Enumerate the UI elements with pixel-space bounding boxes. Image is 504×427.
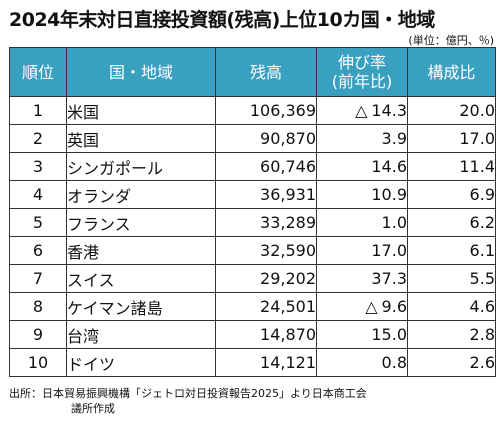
table-row: 7 スイス 29,202 37.3 5.5 xyxy=(9,264,496,293)
table-row: 3 シンガポール 60,746 14.6 11.4 xyxy=(9,152,496,181)
header-rank: 順位 xyxy=(9,47,67,97)
table-row: 6 香港 32,590 17.0 6.1 xyxy=(9,236,496,265)
growth-value: 10.9 xyxy=(371,185,407,204)
source-line1: 出所：日本貿易振興機構「ジェトロ対日投資報告2025」より日本商工会 xyxy=(9,387,367,400)
table-row: 1 米国 106,369 △ 14.3 20.0 xyxy=(9,96,496,125)
unit-note: (単位：億円、％) xyxy=(408,34,494,47)
growth-value: 17.0 xyxy=(371,241,407,260)
rank-cell: 5 xyxy=(9,208,67,237)
growth-cell: 10.9 xyxy=(316,180,408,209)
rank-cell: 10 xyxy=(9,348,67,377)
growth-value: 14.6 xyxy=(371,157,407,176)
growth-value: 3.9 xyxy=(381,129,407,148)
growth-cell: 3.9 xyxy=(316,124,408,153)
balance-cell: 14,870 xyxy=(215,320,317,349)
rank-cell: 9 xyxy=(9,320,67,349)
growth-cell: 37.3 xyxy=(316,264,408,293)
source-note: 出所：日本貿易振興機構「ジェトロ対日投資報告2025」より日本商工会 議所作成 xyxy=(9,386,495,416)
rank-cell: 8 xyxy=(9,292,67,321)
growth-cell: 1.0 xyxy=(316,208,408,237)
country-cell: オランダ xyxy=(66,180,216,209)
country-cell: 米国 xyxy=(66,96,216,125)
growth-value: 15.0 xyxy=(371,325,407,344)
balance-cell: 29,202 xyxy=(215,264,317,293)
growth-value: 14.3 xyxy=(371,101,407,120)
balance-cell: 33,289 xyxy=(215,208,317,237)
negative-sign: △ xyxy=(365,297,378,316)
share-cell: 11.4 xyxy=(407,152,496,181)
growth-cell: △ 9.6 xyxy=(316,292,408,321)
share-cell: 2.8 xyxy=(407,320,496,349)
country-cell: フランス xyxy=(66,208,216,237)
header-country: 国・地域 xyxy=(66,47,216,97)
balance-cell: 90,870 xyxy=(215,124,317,153)
table-row: 2 英国 90,870 3.9 17.0 xyxy=(9,124,496,153)
growth-value: 1.0 xyxy=(381,213,407,232)
balance-cell: 24,501 xyxy=(215,292,317,321)
balance-cell: 14,121 xyxy=(215,348,317,377)
country-cell: 英国 xyxy=(66,124,216,153)
rank-cell: 7 xyxy=(9,264,67,293)
country-cell: ドイツ xyxy=(66,348,216,377)
page-title: 2024年末対日直接投資額(残高)上位10カ国・地域 xyxy=(9,9,435,31)
rank-cell: 6 xyxy=(9,236,67,265)
share-cell: 6.2 xyxy=(407,208,496,237)
country-cell: 香港 xyxy=(66,236,216,265)
share-cell: 4.6 xyxy=(407,292,496,321)
growth-value: 9.6 xyxy=(381,297,407,316)
balance-cell: 36,931 xyxy=(215,180,317,209)
growth-value: 0.8 xyxy=(381,353,407,372)
growth-cell: 14.6 xyxy=(316,152,408,181)
table-row: 10 ドイツ 14,121 0.8 2.6 xyxy=(9,348,496,377)
table-row: 9 台湾 14,870 15.0 2.8 xyxy=(9,320,496,349)
header-growth: 伸び率 (前年比) xyxy=(316,47,408,97)
growth-cell: 17.0 xyxy=(316,236,408,265)
country-cell: 台湾 xyxy=(66,320,216,349)
rank-cell: 3 xyxy=(9,152,67,181)
header-share: 構成比 xyxy=(407,47,496,97)
rank-cell: 1 xyxy=(9,96,67,125)
growth-value: 37.3 xyxy=(371,269,407,288)
share-cell: 6.9 xyxy=(407,180,496,209)
share-cell: 2.6 xyxy=(407,348,496,377)
balance-cell: 32,590 xyxy=(215,236,317,265)
rank-cell: 4 xyxy=(9,180,67,209)
rank-cell: 2 xyxy=(9,124,67,153)
header-growth-line1: 伸び率 xyxy=(337,53,386,72)
table-row: 5 フランス 33,289 1.0 6.2 xyxy=(9,208,496,237)
share-cell: 17.0 xyxy=(407,124,496,153)
table-header-row: 順位 国・地域 残高 伸び率 (前年比) 構成比 xyxy=(9,47,496,97)
balance-cell: 106,369 xyxy=(215,96,317,125)
table-row: 4 オランダ 36,931 10.9 6.9 xyxy=(9,180,496,209)
country-cell: シンガポール xyxy=(66,152,216,181)
share-cell: 5.5 xyxy=(407,264,496,293)
balance-cell: 60,746 xyxy=(215,152,317,181)
share-cell: 20.0 xyxy=(407,96,496,125)
country-cell: スイス xyxy=(66,264,216,293)
negative-sign: △ xyxy=(355,101,368,120)
header-growth-line2: (前年比) xyxy=(331,72,393,91)
header-balance: 残高 xyxy=(215,47,317,97)
growth-cell: 15.0 xyxy=(316,320,408,349)
source-line2: 議所作成 xyxy=(71,402,115,415)
growth-cell: 0.8 xyxy=(316,348,408,377)
investment-table: 順位 国・地域 残高 伸び率 (前年比) 構成比 1 米国 106,369 △ 14.3… xyxy=(9,47,496,377)
table-row: 8 ケイマン諸島 24,501 △ 9.6 4.6 xyxy=(9,292,496,321)
share-cell: 6.1 xyxy=(407,236,496,265)
growth-cell: △ 14.3 xyxy=(316,96,408,125)
country-cell: ケイマン諸島 xyxy=(66,292,216,321)
